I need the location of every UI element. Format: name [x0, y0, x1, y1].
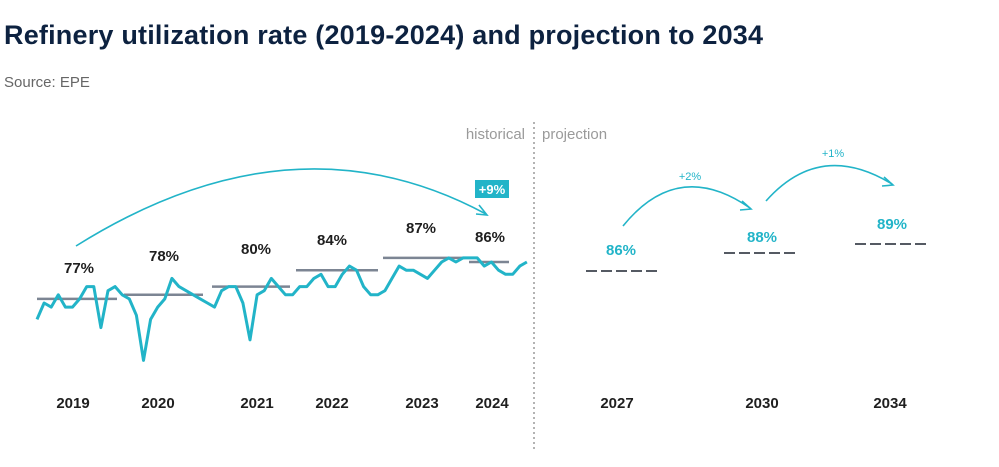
year-label-2027: 2027 — [600, 395, 633, 412]
year-label-2034: 2034 — [873, 395, 907, 412]
value-labels: 77% 78% 80% 84% 87% 86% 86% 88% 89% — [64, 216, 907, 277]
badge-background — [475, 180, 509, 198]
projection-dashes — [586, 243, 929, 272]
value-label-2023: 87% — [406, 220, 436, 237]
chart-source: Source: EPE — [4, 74, 90, 91]
value-label-2021: 80% — [241, 241, 271, 258]
growth-arc-2034-arrowhead — [881, 176, 895, 187]
year-label-2020: 2020 — [141, 395, 174, 412]
growth-arc-historical-arrowhead — [475, 204, 489, 216]
growth-label-2030: +2% — [679, 171, 702, 183]
value-label-2027: 86% — [606, 242, 636, 259]
section-label-historical: historical — [466, 126, 525, 143]
chart-title: Refinery utilization rate (2019-2024) an… — [4, 20, 764, 50]
value-label-2024: 86% — [475, 229, 505, 246]
growth-arc-historical — [75, 168, 487, 247]
value-label-2034: 89% — [877, 216, 907, 233]
growth-label-2034: +1% — [822, 148, 845, 160]
year-label-2024: 2024 — [475, 395, 509, 412]
year-label-2023: 2023 — [405, 395, 438, 412]
monthly-utilization-line — [35, 256, 528, 362]
growth-arc-2030 — [622, 186, 751, 227]
x-axis-labels: 2019 2020 2021 2022 2023 2024 2027 2030 … — [56, 395, 907, 412]
value-label-2030: 88% — [747, 229, 777, 246]
year-label-2019: 2019 — [56, 395, 89, 412]
growth-arc-2034 — [765, 164, 893, 202]
section-label-projection: projection — [542, 126, 607, 143]
badge-growth-historical: +9% — [479, 182, 506, 197]
year-label-2022: 2022 — [315, 395, 348, 412]
growth-arc-2030-arrowhead — [739, 200, 753, 211]
value-label-2019: 77% — [64, 260, 94, 277]
year-label-2030: 2030 — [745, 395, 778, 412]
value-label-2022: 84% — [317, 232, 347, 249]
year-label-2021: 2021 — [240, 395, 273, 412]
value-label-2020: 78% — [149, 248, 179, 265]
